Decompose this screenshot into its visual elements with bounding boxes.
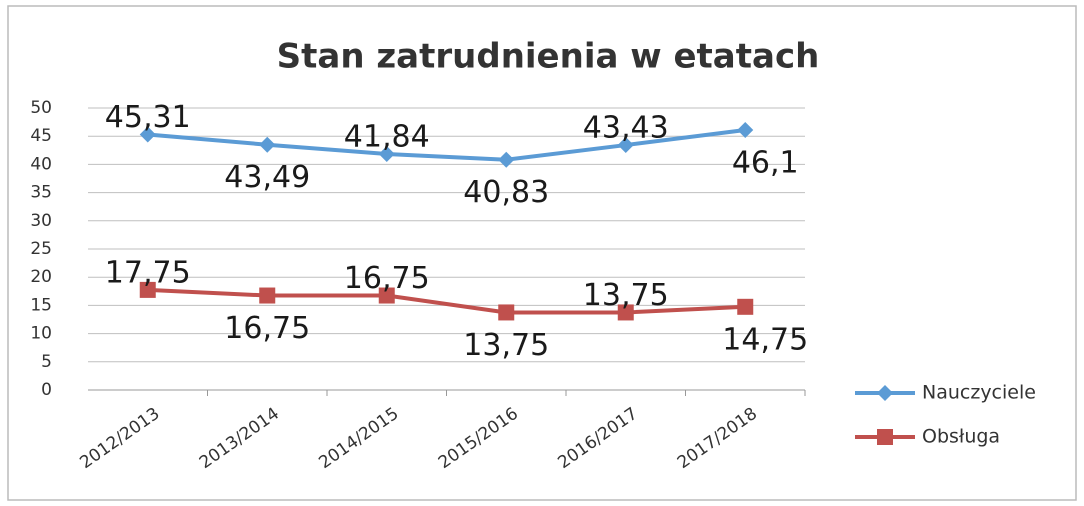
y-tick-label: 30 (30, 211, 52, 231)
point (139, 281, 156, 298)
chart-title: Stan zatrudnienia w etatach (277, 37, 820, 77)
y-tick-label: 15 (30, 295, 52, 315)
point (378, 287, 395, 304)
point (259, 287, 276, 304)
point (259, 136, 276, 153)
point (737, 298, 754, 315)
point (877, 429, 893, 445)
y-tick-label: 40 (30, 154, 52, 174)
data-label: 46,1 (732, 145, 799, 180)
y-tick-label: 20 (30, 267, 52, 287)
data-label: 40,83 (463, 175, 549, 210)
data-label: 13,75 (463, 328, 549, 363)
point (617, 137, 634, 154)
series-line (147, 128, 746, 162)
data-label: 45,31 (105, 100, 191, 135)
y-tick-label: 45 (30, 126, 52, 146)
legend-label: Nauczyciele (922, 382, 1036, 404)
data-label: 17,75 (105, 255, 191, 290)
data-label: 14,75 (722, 322, 808, 357)
data-label: 43,49 (224, 160, 310, 195)
series-line (147, 287, 746, 315)
chart-frame (7, 5, 1077, 501)
point (877, 385, 893, 401)
data-label: 43,43 (583, 111, 669, 146)
y-tick-label: 50 (30, 98, 52, 118)
y-tick-label: 35 (30, 183, 52, 203)
data-label: 16,75 (224, 311, 310, 346)
y-tick-label: 0 (41, 380, 52, 400)
point (498, 151, 515, 168)
y-tick-label: 5 (41, 352, 52, 372)
legend-label: Obsługa (922, 426, 1000, 448)
point (498, 304, 515, 321)
point (378, 146, 395, 163)
data-label: 41,84 (344, 120, 430, 155)
y-tick-label: 25 (30, 239, 52, 259)
point (617, 304, 634, 321)
data-label: 16,75 (344, 261, 430, 296)
y-tick-label: 10 (30, 324, 52, 344)
point (737, 121, 754, 138)
data-label: 13,75 (583, 278, 669, 313)
point (139, 126, 156, 143)
